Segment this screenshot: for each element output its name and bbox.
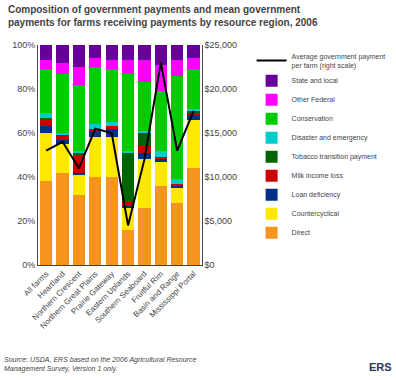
svg-text:20%: 20% — [17, 216, 35, 226]
svg-text:All farms: All farms — [22, 269, 50, 297]
svg-text:$5,000: $5,000 — [205, 216, 233, 226]
svg-text:Eastern Uplands: Eastern Uplands — [84, 269, 132, 317]
svg-text:ERS: ERS — [369, 361, 392, 373]
svg-text:Mississippi Portal: Mississippi Portal — [148, 269, 198, 319]
svg-text:80%: 80% — [17, 84, 35, 94]
svg-text:Loan deficiency: Loan deficiency — [292, 191, 341, 199]
svg-text:$0: $0 — [205, 260, 215, 270]
svg-text:$15,000: $15,000 — [205, 128, 238, 138]
svg-text:Conservation: Conservation — [292, 115, 333, 122]
svg-text:40%: 40% — [17, 172, 35, 182]
svg-text:100%: 100% — [12, 40, 35, 50]
svg-text:Composition of government paym: Composition of government payments and m… — [8, 4, 318, 28]
svg-text:0%: 0% — [22, 260, 35, 270]
svg-text:Fruitful Rim: Fruitful Rim — [130, 269, 166, 305]
svg-text:$10,000: $10,000 — [205, 172, 238, 182]
svg-text:Countercyclical: Countercyclical — [292, 210, 340, 218]
svg-text:Direct: Direct — [292, 229, 310, 236]
svg-text:Disaster and emergency: Disaster and emergency — [292, 134, 368, 142]
svg-text:Milk income loss: Milk income loss — [292, 172, 344, 179]
svg-text:60%: 60% — [17, 128, 35, 138]
svg-text:Tobacco transition payment: Tobacco transition payment — [292, 153, 377, 161]
svg-text:$20,000: $20,000 — [205, 84, 238, 94]
svg-text:Southern Seaboard: Southern Seaboard — [93, 269, 148, 324]
svg-text:Average government paymentper: Average government paymentper farm (righ… — [292, 53, 386, 70]
svg-text:Northern Great Plains: Northern Great Plains — [38, 269, 99, 330]
svg-text:Northern Crescent: Northern Crescent — [31, 269, 84, 322]
svg-text:$25,000: $25,000 — [205, 40, 238, 50]
svg-text:Basin and Range: Basin and Range — [132, 269, 182, 319]
svg-text:Heartland: Heartland — [36, 269, 67, 300]
svg-text:Source: USDA, ERS based on the: Source: USDA, ERS based on the 2006 Agri… — [4, 356, 196, 373]
svg-text:Other Federal: Other Federal — [292, 96, 336, 103]
svg-text:State and local: State and local — [292, 77, 339, 84]
svg-text:Prairie Gateway: Prairie Gateway — [69, 269, 116, 316]
